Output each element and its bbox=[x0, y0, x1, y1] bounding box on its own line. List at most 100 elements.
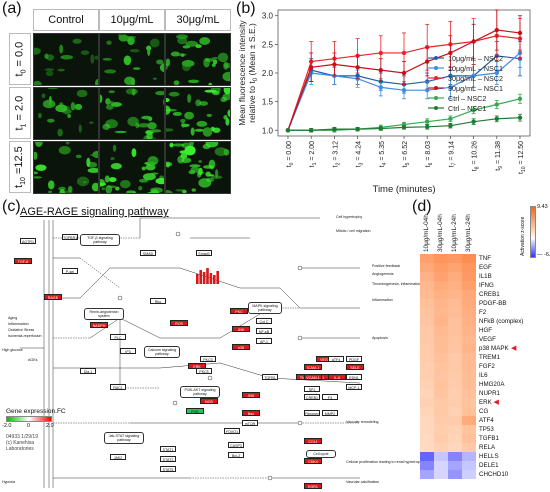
heatmap-row-label: RELA bbox=[479, 444, 496, 451]
heatmap-cell bbox=[434, 317, 448, 326]
pathway-output-label: Apoptosis bbox=[372, 336, 388, 340]
data-point bbox=[425, 124, 430, 130]
gene-node-upregulated: PKC bbox=[230, 308, 248, 314]
heatmap-cell bbox=[462, 317, 476, 326]
pathway-map-box: Cell cycle bbox=[306, 450, 336, 458]
series-line bbox=[285, 9, 523, 133]
heatmap-row-label: HMG20A bbox=[479, 381, 505, 388]
heatmap-cell bbox=[420, 452, 434, 461]
gene-node: Dia-1 bbox=[80, 368, 96, 374]
kegg-footer: 04933 1/29/19 (c) Kanehisa Laboratories bbox=[6, 434, 38, 452]
y-tick-label: 2.0 bbox=[262, 69, 274, 78]
pathway-input-label: Hypoxia bbox=[2, 480, 15, 484]
heatmap-cell bbox=[462, 389, 476, 398]
highlight-marker-icon: ◀ bbox=[493, 399, 499, 406]
panel-letter-a: (a) bbox=[2, 0, 22, 17]
heatmap-cell bbox=[420, 335, 434, 344]
heatmap-cell bbox=[448, 434, 462, 443]
heatmap-cell bbox=[448, 461, 462, 470]
heatmap-cell bbox=[462, 272, 476, 281]
gene-node-upregulated: ROS bbox=[170, 320, 188, 326]
data-point bbox=[355, 126, 360, 132]
pathway-input-label: Oxidative Stress bbox=[8, 328, 35, 332]
heatmap-cell bbox=[420, 308, 434, 317]
gene-node-upregulated: VCAM-1 bbox=[304, 374, 322, 380]
heatmap-row-label: FGF2 bbox=[479, 363, 495, 370]
gene-node: PLC bbox=[110, 334, 126, 340]
heatmap-row-label: TNF bbox=[479, 255, 492, 262]
heatmap-cell bbox=[420, 290, 434, 299]
heatmap-cell bbox=[434, 290, 448, 299]
data-point bbox=[355, 65, 360, 70]
y-tick-label: 1.5 bbox=[262, 98, 274, 107]
gene-node: STAT5 bbox=[160, 466, 176, 472]
heatmap-row-label: CHCHD10 bbox=[479, 471, 509, 478]
pathway-map-box: Renin-angiotensin system bbox=[84, 308, 124, 320]
x-tick-label: t9 = 11.38 bbox=[495, 141, 504, 171]
data-point bbox=[517, 96, 523, 101]
data-point bbox=[332, 62, 337, 67]
microscopy-image bbox=[33, 33, 99, 86]
heatmap-row-label: PDGF-BB bbox=[479, 300, 507, 307]
gene-node: MCP-1 bbox=[346, 384, 362, 390]
gene-node: Cyt C bbox=[256, 318, 272, 324]
microscopy-image bbox=[165, 87, 231, 140]
gene-node: F3 bbox=[322, 394, 338, 400]
heatmap-cell bbox=[462, 371, 476, 380]
data-point bbox=[401, 70, 407, 76]
heatmap-cell bbox=[448, 263, 462, 272]
gene-node: AP-1 bbox=[256, 338, 272, 344]
heatmap-cell bbox=[434, 380, 448, 389]
heatmap-cell bbox=[462, 425, 476, 434]
microscopy-image bbox=[33, 141, 99, 194]
microscopy-image bbox=[165, 141, 231, 194]
heatmap-cell bbox=[448, 326, 462, 335]
gene-node: ATF4 bbox=[328, 356, 344, 362]
pathway-output-label: Vascular calcification bbox=[346, 480, 380, 484]
heatmap-cell bbox=[420, 434, 434, 443]
row-header-t1: t1 = 2.0 bbox=[9, 87, 31, 139]
highlight-marker-icon: ◀ bbox=[511, 345, 517, 352]
legend-entry: 30μg/mL – NSC2 bbox=[448, 74, 503, 83]
pathway-output-label: Angiogenesis bbox=[372, 272, 394, 276]
legend-entry: Ctrl – NSC1 bbox=[448, 104, 486, 113]
pathway-output-label: Thrombogenesis, inflammation, atheroscle… bbox=[372, 282, 448, 286]
microscopy-image bbox=[99, 33, 165, 86]
gene-node: MMP2 bbox=[322, 410, 338, 416]
heatmap-colorbar bbox=[530, 206, 536, 258]
row-header-t0: t0 = 0.0 bbox=[9, 33, 31, 85]
gene-node-upregulated: Bax bbox=[242, 410, 260, 416]
heatmap-cell bbox=[462, 416, 476, 425]
gene-node: Bcl-2 bbox=[228, 452, 244, 458]
heatmap-cell bbox=[420, 371, 434, 380]
heatmap-cell bbox=[462, 470, 476, 479]
heatmap-cell bbox=[420, 353, 434, 362]
gene-node: CREB1 bbox=[304, 394, 320, 400]
heatmap-cell bbox=[462, 326, 476, 335]
gene-node: Fibronectin bbox=[304, 410, 320, 416]
heatmap-row-label: VEGF bbox=[479, 336, 496, 343]
panel-letter-b: (b) bbox=[236, 0, 256, 17]
pathway-input-label: AGEs bbox=[28, 358, 38, 362]
x-axis-label: Time (minutes) bbox=[373, 184, 436, 195]
heatmap-cell bbox=[462, 443, 476, 452]
heatmap-cell bbox=[448, 398, 462, 407]
pathway-input-label: High glucose bbox=[2, 348, 23, 352]
microscopy-image bbox=[33, 87, 99, 140]
gene-node: PKCδ bbox=[196, 368, 212, 374]
x-tick-label: t0 = 0.00 bbox=[286, 141, 295, 167]
panel-b-line-chart: (b) 1.0 1.5 2.0 2.5 3.0 Mean fluorescence int… bbox=[232, 0, 550, 196]
heatmap-cell bbox=[420, 398, 434, 407]
gene-node-upregulated: p38 bbox=[232, 344, 250, 350]
heatmap-cell bbox=[448, 380, 462, 389]
heatmap-cell bbox=[462, 344, 476, 353]
data-point bbox=[471, 119, 476, 124]
gene-node: PKCβ bbox=[200, 356, 216, 362]
data-point bbox=[448, 116, 453, 122]
heatmap-cell bbox=[448, 362, 462, 371]
heatmap-cell bbox=[448, 272, 462, 281]
heatmap-column-label: 10μg/mL-24h bbox=[451, 214, 458, 252]
y-axis-label: Mean fluorescence intensityrelative to t… bbox=[237, 20, 259, 126]
pathway-output-label: Cell hypertrophy bbox=[336, 215, 363, 219]
series-line bbox=[285, 113, 523, 133]
